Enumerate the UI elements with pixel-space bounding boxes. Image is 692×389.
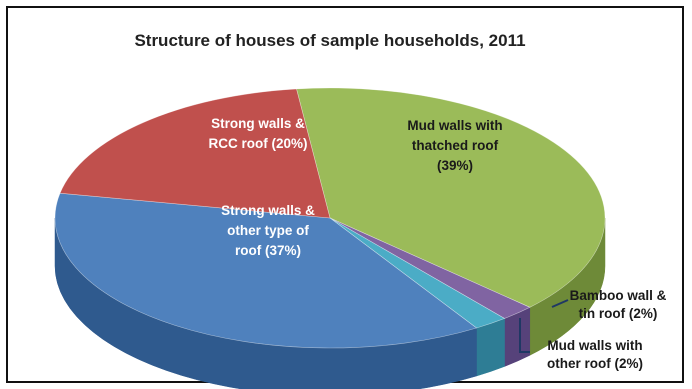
slice-label-mud-walls-with-other-roof-2: Mud walls with other roof (2%) [547, 338, 643, 371]
pie-tops [55, 88, 605, 348]
chart-title: Structure of houses of sample households… [134, 31, 525, 50]
pie-side-mud-walls-with-other-roof-2 [477, 318, 505, 376]
